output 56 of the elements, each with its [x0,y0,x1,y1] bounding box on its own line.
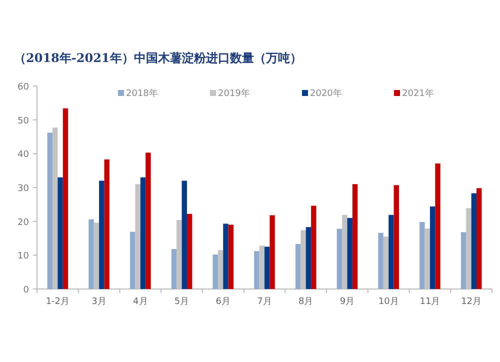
y-tick-label: 40 [18,150,30,160]
bar [88,219,94,289]
bar [306,227,312,289]
bar [270,215,275,289]
bar [223,224,228,289]
bar [471,193,477,289]
bar [430,206,436,289]
bar [347,218,352,289]
legend-label: 2019年 [218,88,250,99]
y-tick-label: 30 [18,184,30,194]
bar [295,244,301,289]
x-tick-label: 11月 [420,297,440,307]
legend-label: 2018年 [126,88,158,99]
bar [388,214,394,289]
x-tick-label: 9月 [340,297,355,307]
x-tick-label: 3月 [92,297,106,307]
bar [47,132,52,289]
y-tick-label: 20 [18,218,30,228]
bar [58,177,63,289]
x-tick-label: 8月 [298,297,314,307]
bar [228,224,234,289]
bar [130,232,136,289]
x-tick-label: 5月 [174,297,190,307]
y-tick-label: 0 [23,286,30,296]
y-tick-label: 50 [18,116,30,126]
x-tick-label: 10月 [378,297,399,307]
bar [171,249,177,289]
bar [435,163,440,289]
bar [182,180,187,289]
x-tick-label: 4月 [133,297,148,307]
bar [460,232,466,289]
legend-label: 2021年 [402,88,434,99]
bar [99,180,104,289]
bar [254,251,260,289]
bar [186,214,192,289]
x-tick-label: 6月 [216,297,231,307]
y-tick-label: 10 [18,252,30,262]
bar [146,152,151,289]
chart-title: （2018年-2021年）中国木薯淀粉进口数量（万吨） [14,51,302,65]
legend-label: 2020年 [310,88,342,99]
bar [420,222,425,289]
bar [336,228,342,289]
bar [62,108,68,289]
bar [264,246,270,289]
x-tick-label: 7月 [257,297,272,307]
x-tick-label: 1-2月 [46,297,70,307]
bar [140,177,146,289]
bar [394,185,399,289]
x-tick-label: 12月 [461,297,482,307]
bar [311,206,316,289]
bar [212,254,218,289]
bar [378,232,384,289]
bar [476,188,482,289]
bar [352,184,358,289]
bar [104,159,110,289]
y-tick-label: 60 [18,82,30,92]
